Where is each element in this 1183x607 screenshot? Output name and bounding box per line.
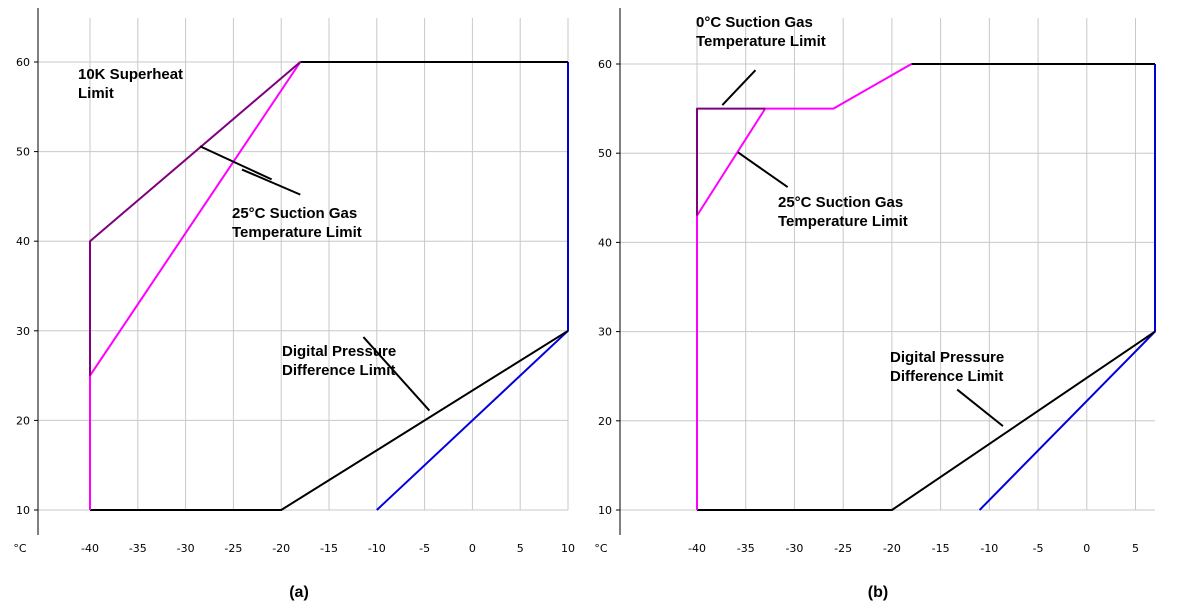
x-tick-label: -5 [419,542,430,555]
x-tick-label: 0 [1083,542,1090,555]
annotation-pointer [241,168,301,196]
x-tick-label: -20 [883,542,901,555]
annotation-label: Temperature Limit [232,224,362,241]
annotation-label: 10K Superheat [78,66,183,83]
x-tick-label: -40 [81,542,99,555]
annotation-pointer [737,151,789,188]
y-tick-label: 30 [16,325,30,338]
annotation-label: 25°C Suction Gas [232,205,357,222]
chart-panel: 10 20 30 40 50 60 -40 -35 -30 -25 -20 -15 -10 -5 0 5 10 °… [13,8,575,601]
series-line [89,61,301,376]
annotation-label: Temperature Limit [778,213,908,230]
series-line [89,61,302,510]
x-unit-label: °C [594,542,608,555]
y-tick-label: 20 [598,415,612,428]
x-tick-label: -30 [785,542,803,555]
x-tick-label: -10 [368,542,386,555]
y-tick-label: 10 [598,504,612,517]
x-tick-label: -40 [688,542,706,555]
y-tick-label: 50 [16,146,30,159]
y-tick-label: 40 [598,236,612,249]
x-tick-label: 5 [517,542,524,555]
x-tick-label: -15 [932,542,950,555]
annotation-pointer [199,145,273,181]
annotation-label: 0°C Suction Gas [696,14,813,31]
annotation-pointer [362,336,431,412]
annotation-pointer [956,388,1004,427]
x-unit-label: °C [13,542,27,555]
panel-caption: (b) [868,584,888,601]
y-tick-label: 10 [16,504,30,517]
x-tick-label: -25 [224,542,242,555]
y-tick-label: 40 [16,235,30,248]
annotation-label: Digital Pressure [890,349,1004,366]
x-tick-label: -20 [272,542,290,555]
annotation-label: Temperature Limit [696,33,826,50]
series-line [696,107,766,216]
x-tick-label: 10 [561,542,575,555]
annotation-pointer [721,69,757,106]
y-tick-label: 60 [16,56,30,69]
y-tick-label: 20 [16,414,30,427]
y-tick-label: 60 [598,58,612,71]
series-line [696,63,912,510]
x-tick-label: -35 [129,542,147,555]
x-tick-label: -25 [834,542,852,555]
annotation-label: Difference Limit [890,368,1003,385]
annotation-label: Limit [78,85,114,102]
series-line [697,330,1156,511]
x-tick-label: 0 [469,542,476,555]
y-tick-label: 30 [598,326,612,339]
x-tick-label: -35 [737,542,755,555]
x-tick-label: -5 [1033,542,1044,555]
series-line [978,64,1156,511]
x-tick-label: 5 [1132,542,1139,555]
y-tick-label: 50 [598,147,612,160]
annotation-label: Digital Pressure [282,343,396,360]
chart-panel: 10 20 30 40 50 60 -40 -35 -30 -25 -20 -15 -10 -5 0 5 °C 0… [594,8,1156,601]
panel-caption: (a) [289,584,309,601]
annotation-label: 25°C Suction Gas [778,194,903,211]
x-tick-label: -10 [980,542,998,555]
series-line [90,329,569,511]
x-tick-label: -30 [177,542,195,555]
annotation-label: Difference Limit [282,362,395,379]
x-tick-label: -15 [320,542,338,555]
